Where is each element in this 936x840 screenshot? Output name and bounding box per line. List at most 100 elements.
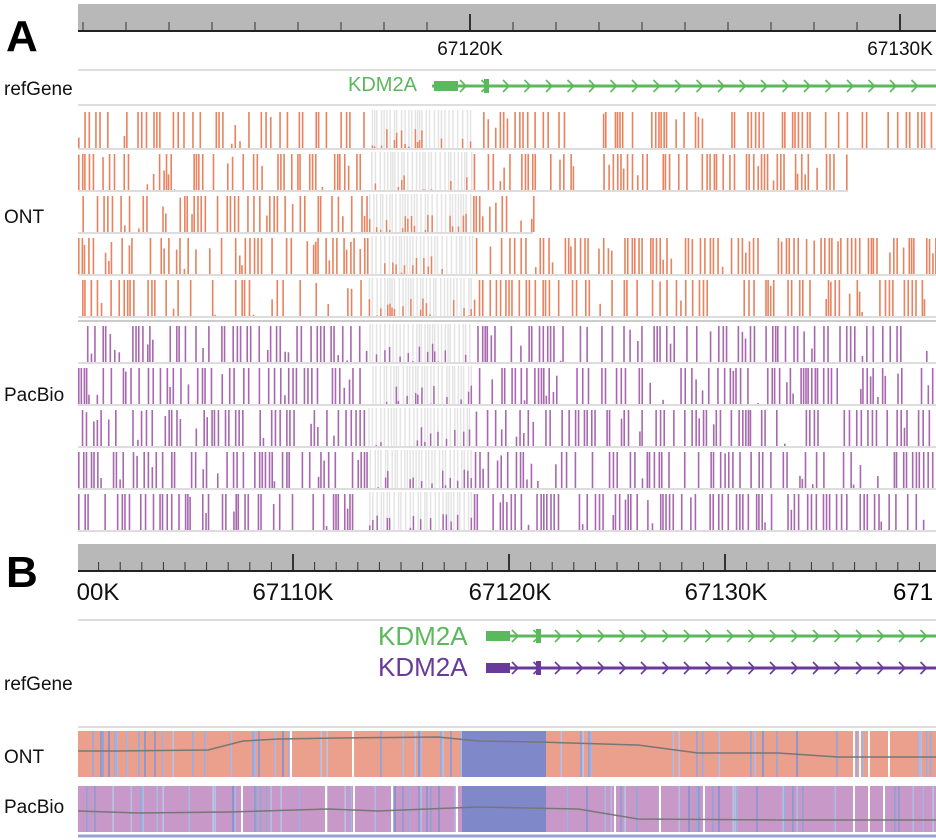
- gene-models-kdm2a[interactable]: [486, 625, 936, 681]
- methylation-bar: [379, 229, 382, 232]
- cpg-background: [393, 492, 395, 530]
- methylation-bar: [190, 452, 193, 488]
- heatmap-cell: [522, 786, 525, 832]
- methylation-bar: [146, 184, 149, 190]
- methylation-bar: [189, 496, 191, 530]
- cpg-background: [420, 408, 423, 446]
- methylation-bar: [786, 452, 788, 488]
- methylation-bar: [548, 368, 550, 404]
- methylation-bar: [129, 280, 131, 316]
- gene-label-kdm2a-purple[interactable]: KDM2A: [378, 652, 468, 682]
- coverage-gap: [353, 786, 355, 832]
- methylation-bar: [612, 154, 615, 190]
- methylation-bar: [861, 312, 863, 316]
- heatmap-cell: [744, 731, 747, 777]
- heatmap-cell: [254, 786, 257, 832]
- methylation-bar: [755, 494, 758, 530]
- methylation-bar: [888, 280, 891, 316]
- ruler-b[interactable]: [78, 544, 936, 574]
- methylation-bar: [697, 116, 700, 148]
- methylation-bar: [333, 154, 336, 190]
- methylation-bar: [373, 146, 376, 148]
- cpg-background: [383, 110, 385, 148]
- cpg-background: [380, 450, 382, 488]
- strand-arrow-icon: [717, 79, 726, 93]
- methylation-bar: [248, 112, 250, 148]
- methylation-bar: [298, 112, 301, 148]
- methylation-bar: [618, 494, 621, 530]
- heatmap-cell: [396, 731, 399, 777]
- methylation-bar: [238, 410, 240, 446]
- methylation-bar: [871, 410, 874, 446]
- cpg-background: [416, 110, 419, 148]
- divider: [78, 726, 936, 728]
- heatmap-cell: [666, 731, 669, 777]
- heatmap-cell: [140, 786, 143, 832]
- heatmap-cell: [768, 786, 771, 832]
- heatmap-cell: [298, 731, 301, 777]
- cpg-background: [415, 152, 418, 190]
- methylation-bar: [534, 267, 537, 274]
- methylation-bar: [577, 410, 580, 446]
- heatmap-cell: [102, 786, 105, 832]
- heatmap-cell: [910, 731, 913, 777]
- methylation-bar: [770, 494, 773, 530]
- gene-label-kdm2a-green[interactable]: KDM2A: [378, 621, 468, 651]
- heatmap-cell: [180, 786, 183, 832]
- methylation-bar: [659, 326, 661, 362]
- methylation-bar: [412, 265, 414, 274]
- strand-arrow-icon: [738, 79, 747, 93]
- methylation-bar: [727, 452, 730, 488]
- heatmap-cell: [914, 731, 917, 777]
- cpg-background: [468, 408, 471, 446]
- methylation-bar: [747, 494, 750, 530]
- cpg-background: [464, 324, 467, 362]
- methylation-bar: [523, 400, 526, 404]
- heatmap-cell: [932, 731, 935, 777]
- heatmap-cell: [716, 731, 719, 777]
- heatmap-cell: [114, 731, 117, 777]
- methylation-bar: [372, 520, 374, 530]
- methylation-bar: [677, 154, 680, 190]
- heatmap-cell: [528, 731, 531, 777]
- heatmap-cell: [908, 786, 911, 832]
- cpg-background: [391, 194, 394, 232]
- methylation-bar: [846, 494, 848, 530]
- heatmap-cell: [780, 786, 783, 832]
- gene-model-kdm2a[interactable]: [432, 78, 936, 96]
- heatmap-cell: [662, 731, 665, 777]
- methylation-bar: [460, 399, 462, 404]
- methylation-bar: [197, 196, 199, 232]
- methylation-bar: [555, 464, 557, 488]
- methylation-bar: [226, 196, 229, 232]
- methylation-bar: [333, 435, 335, 446]
- divider: [78, 619, 936, 621]
- methylation-bar: [603, 154, 605, 190]
- methylation-bar: [917, 410, 920, 446]
- heatmap-cell: [344, 731, 347, 777]
- heatmap-cell: [792, 786, 795, 832]
- methylation-bar: [100, 477, 102, 488]
- cpg-background: [400, 236, 403, 274]
- heatmap-cell: [644, 786, 647, 832]
- cpg-background: [449, 278, 452, 316]
- heatmap-cell: [724, 731, 727, 777]
- cpg-background: [460, 278, 462, 316]
- methylation-bar: [110, 280, 112, 316]
- gene-label-kdm2a[interactable]: KDM2A: [348, 74, 417, 96]
- methylation-bar: [424, 189, 426, 190]
- methylation-bar: [433, 351, 436, 362]
- methylation-bar: [316, 368, 319, 404]
- cpg-background: [388, 236, 391, 274]
- cpg-background: [401, 152, 403, 190]
- heatmap-cell: [918, 786, 921, 832]
- methylation-bar: [620, 154, 622, 190]
- methylation-bar: [119, 479, 121, 488]
- cpg-background: [407, 152, 409, 190]
- ont-track-label-a: ONT: [4, 207, 45, 228]
- methylation-bar: [161, 494, 164, 530]
- heatmap-cell: [180, 731, 183, 777]
- cpg-background: [430, 152, 433, 190]
- ruler-a[interactable]: [78, 4, 936, 34]
- methylation-bar: [261, 452, 264, 488]
